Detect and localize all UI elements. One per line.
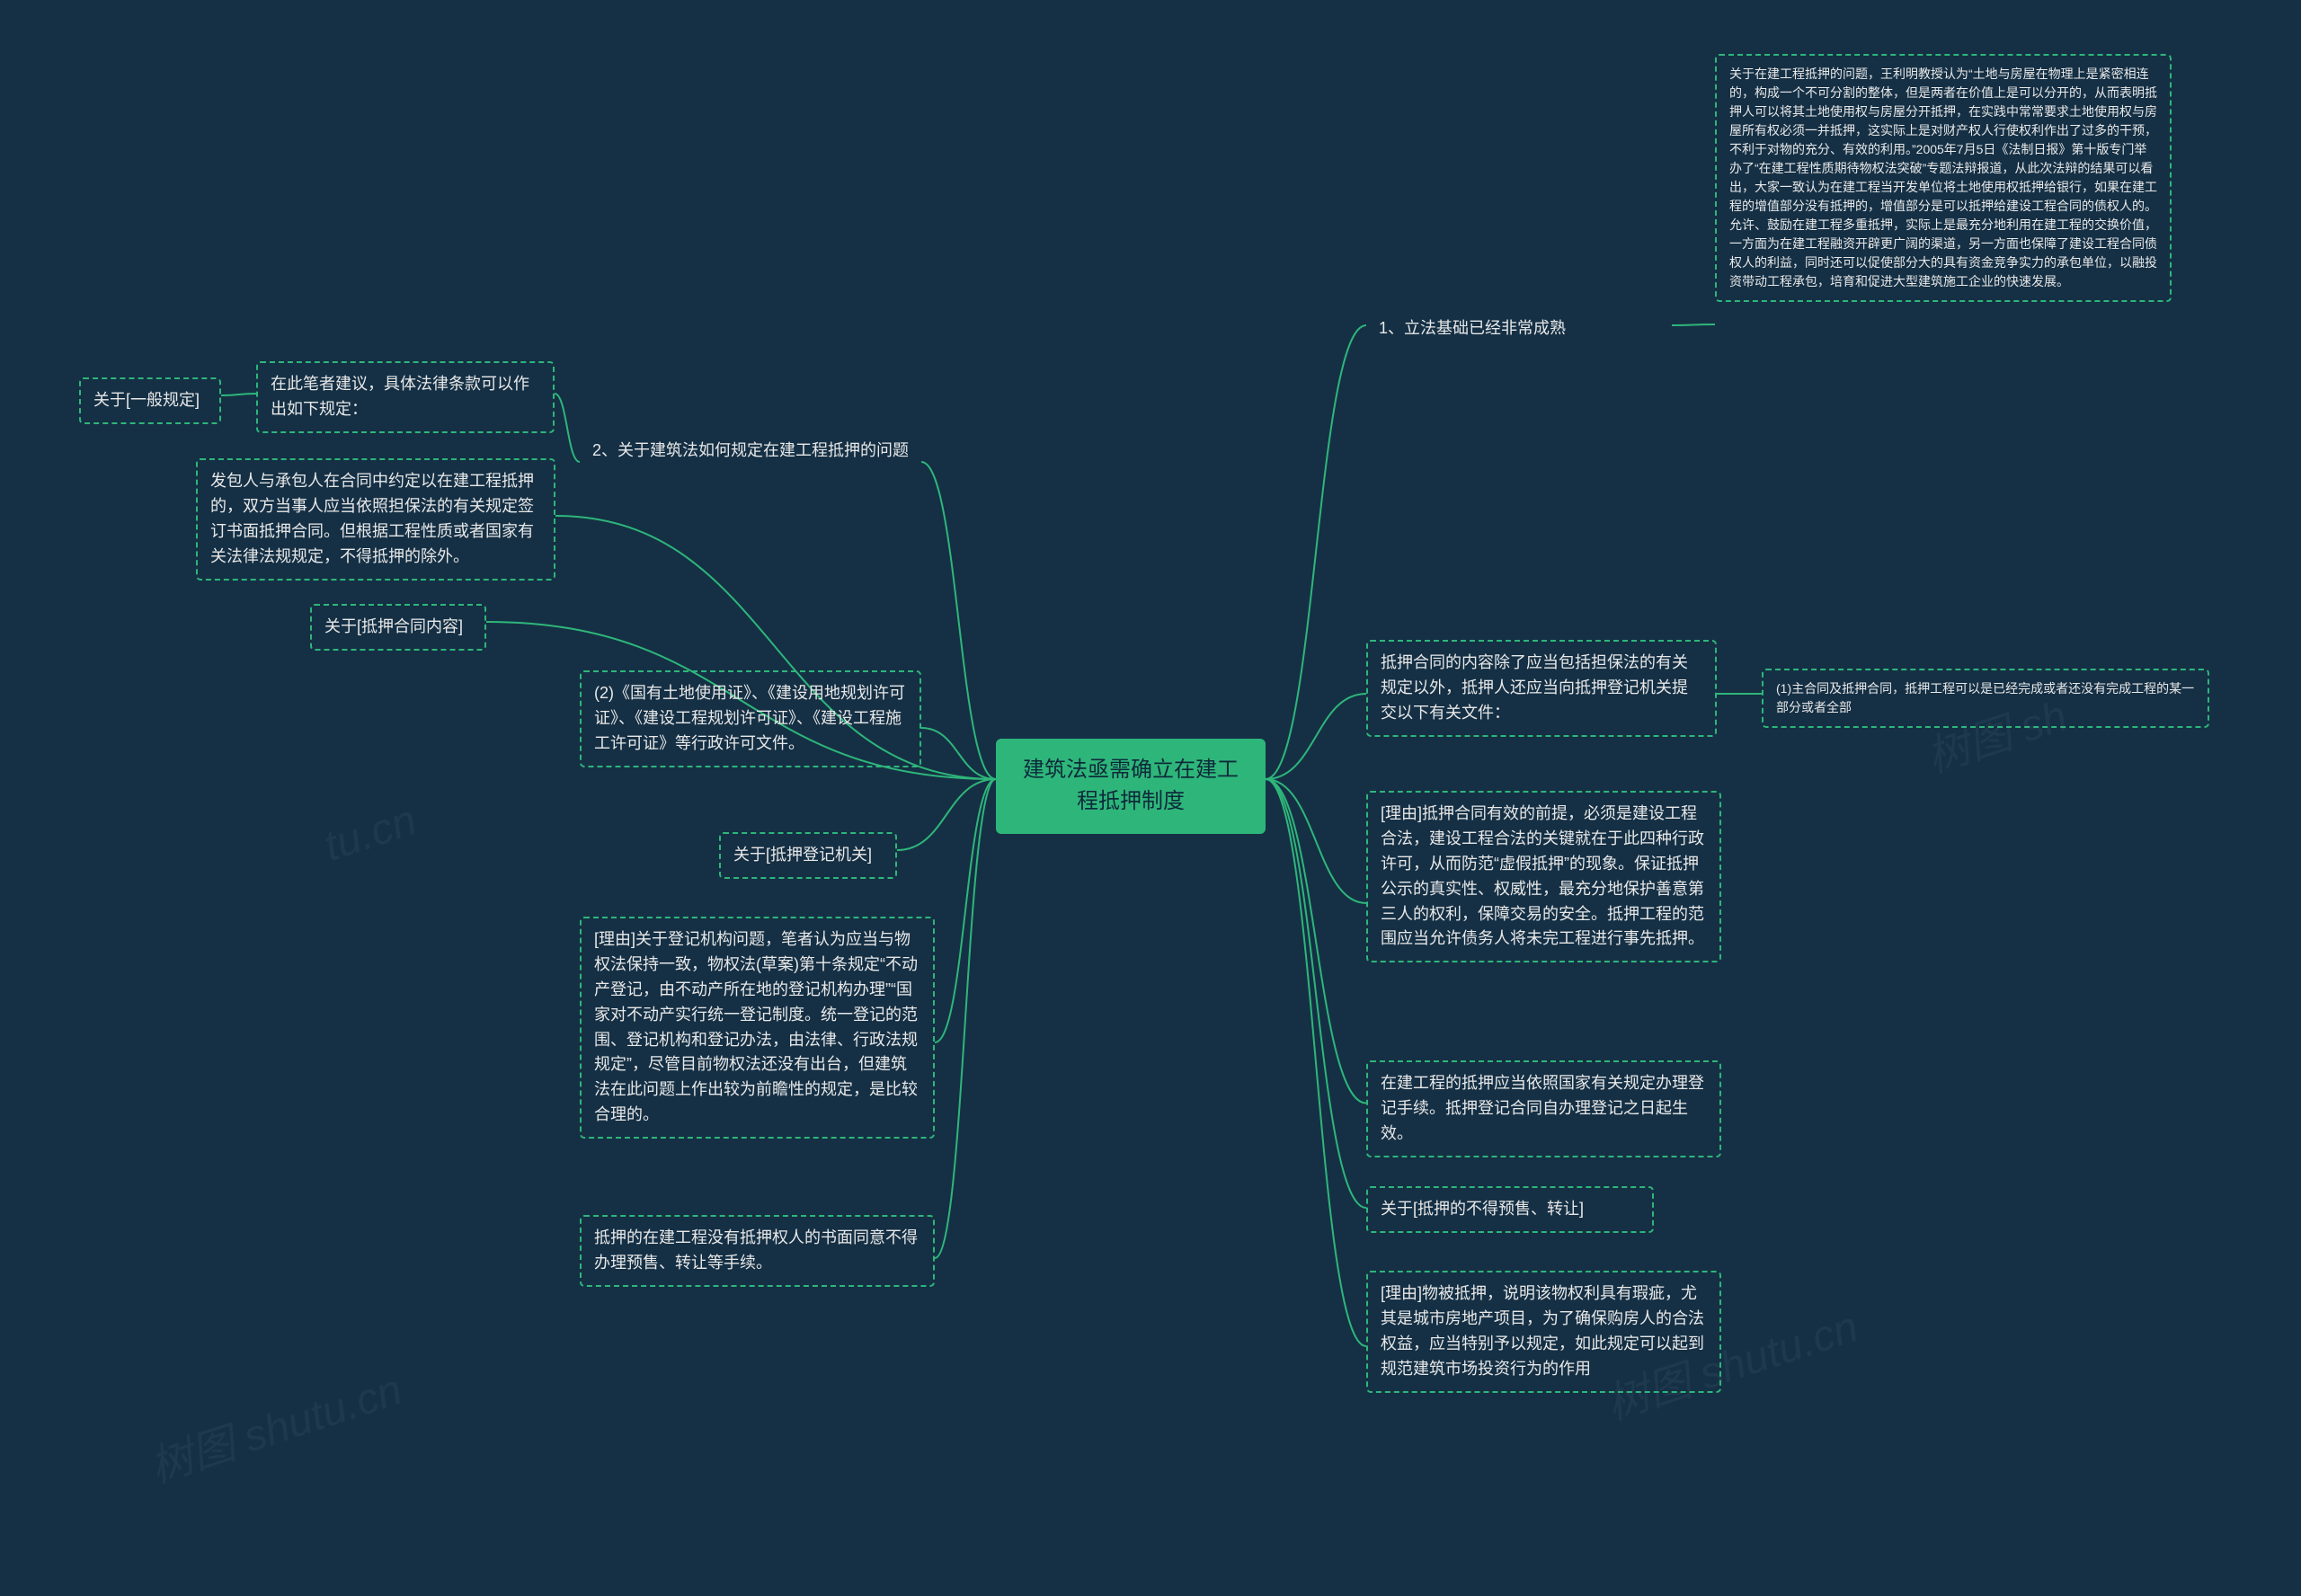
connector [935, 779, 996, 1258]
mindmap-node-l4: (2)《国有土地使用证》、《建设用地规划许可证》、《建设工程规划许可证》、《建设… [580, 670, 921, 767]
watermark-text: 树图 shutu.cn [140, 1354, 408, 1494]
mindmap-node-r4: 在建工程的抵押应当依照国家有关规定办理登记手续。抵押登记合同自办理登记之日起生效… [1366, 1060, 1721, 1157]
mindmap-node-r3: [理由]抵押合同有效的前提，必须是建设工程合法，建设工程合法的关键就在于此四种行… [1366, 791, 1721, 962]
mindmap-node-l6: [理由]关于登记机构问题，笔者认为应当与物权法保持一致，物权法(草案)第十条规定… [580, 917, 935, 1139]
connector [897, 779, 996, 850]
connector [1266, 694, 1366, 779]
connector [1266, 779, 1366, 1104]
connector [1672, 324, 1715, 325]
connector [1266, 779, 1366, 1346]
connector [921, 462, 996, 779]
mindmap-node-l1: 2、关于建筑法如何规定在建工程抵押的问题 [580, 430, 921, 473]
mindmap-node-l1a: 在此笔者建议，具体法律条款可以作出如下规定： [256, 361, 555, 433]
connector [1266, 779, 1366, 1208]
mindmap-node-r5: 关于[抵押的不得预售、转让] [1366, 1186, 1654, 1233]
connector [555, 394, 580, 462]
connector [1266, 779, 1366, 903]
mindmap-node-l3: 关于[抵押合同内容] [310, 604, 486, 651]
mindmap-node-l7: 抵押的在建工程没有抵押权人的书面同意不得办理预售、转让等手续。 [580, 1215, 935, 1287]
mindmap-node-c: 建筑法亟需确立在建工程抵押制度 [996, 739, 1266, 834]
mindmap-node-r1a: 关于在建工程抵押的问题，王利明教授认为“土地与房屋在物理上是紧密相连的，构成一个… [1715, 54, 2172, 302]
connector [221, 394, 256, 395]
mindmap-node-l1a1: 关于[一般规定] [79, 377, 221, 424]
mindmap-node-r2a: (1)主合同及抵押合同，抵押工程可以是已经完成或者还没有完成工程的某一部分或者全… [1762, 669, 2209, 728]
mindmap-node-l5: 关于[抵押登记机关] [719, 832, 897, 879]
connector [935, 779, 996, 1042]
connector [1266, 325, 1366, 779]
watermark-text: tu.cn [318, 795, 422, 871]
connector [921, 728, 996, 779]
mindmap-node-r1: 1、立法基础已经非常成熟 [1366, 307, 1672, 350]
mindmap-node-r6: [理由]物被抵押，说明该物权利具有瑕疵，尤其是城市房地产项目，为了确保购房人的合… [1366, 1271, 1721, 1393]
mindmap-node-r2: 抵押合同的内容除了应当包括担保法的有关规定以外，抵押人还应当向抵押登记机关提交以… [1366, 640, 1717, 737]
mindmap-node-l2: 发包人与承包人在合同中约定以在建工程抵押的，双方当事人应当依照担保法的有关规定签… [196, 458, 555, 581]
